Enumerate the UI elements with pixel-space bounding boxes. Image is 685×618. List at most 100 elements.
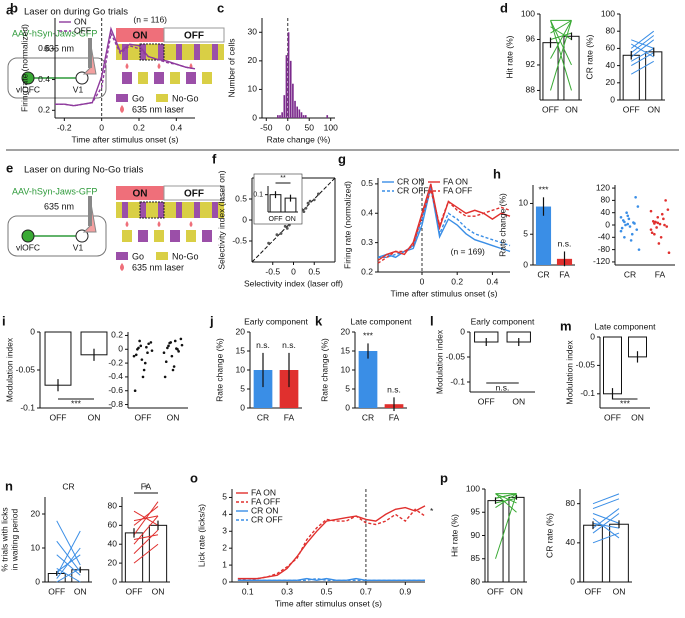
y-tick-label: 100 xyxy=(466,483,480,493)
panel-title: Laser on during Go trials xyxy=(24,7,128,18)
y-tick-label: 92 xyxy=(526,59,536,69)
data-point xyxy=(306,201,310,205)
chart-panel: 0 10 20 OFF ON CR % trials with licks in waitin… xyxy=(0,478,92,596)
y-axis-label: Rate change (%) xyxy=(214,338,224,402)
data-point xyxy=(308,199,312,203)
data-point xyxy=(177,350,180,353)
y-axis-label: in waiting period xyxy=(9,509,19,571)
bar xyxy=(148,524,168,583)
brain-outline xyxy=(7,215,107,257)
y-tick-label: 20 xyxy=(236,326,246,336)
y-tick-label: 80 xyxy=(606,25,616,35)
bar xyxy=(253,370,273,408)
laser-drop xyxy=(125,63,129,69)
y-tick-label: 3 xyxy=(222,526,227,536)
series-line xyxy=(237,508,426,582)
y-tick-label: 120 xyxy=(596,182,610,192)
histogram-bar xyxy=(283,95,286,118)
significance-label: ** xyxy=(280,175,286,182)
x-tick-label: -50 xyxy=(260,122,273,132)
x-tick-label: OFF xyxy=(50,412,67,422)
paired-line xyxy=(133,529,159,555)
y-tick-label: -0.4 xyxy=(108,371,123,381)
data-point xyxy=(287,223,291,227)
legend-nogo: No-Go xyxy=(172,93,199,103)
data-point xyxy=(171,368,175,372)
trial-stripe xyxy=(176,44,182,60)
data-point xyxy=(624,223,627,227)
y-tick-label: 95 xyxy=(471,507,481,517)
chart-panel: 0 5 10 15 20 CR FA Late component Rate change (%… xyxy=(315,313,412,422)
chart-title: Late component xyxy=(351,316,413,326)
panel-letter: f xyxy=(212,151,217,166)
y-tick-label: 0 xyxy=(570,576,575,586)
data-point xyxy=(625,211,628,214)
trial-stripe xyxy=(140,44,146,60)
data-point xyxy=(658,222,662,226)
y-tick-label: 1 xyxy=(222,559,227,569)
legend-go: Go xyxy=(132,93,144,103)
trial-stripe xyxy=(164,202,170,218)
y-tick-label: 90 xyxy=(471,530,481,540)
trial-stripe xyxy=(218,202,224,218)
y-tick-label: 20 xyxy=(31,508,41,518)
paired-line xyxy=(592,517,620,539)
data-point xyxy=(665,225,669,228)
y-tick-label: 0 xyxy=(112,576,117,586)
data-point xyxy=(163,375,167,379)
bar xyxy=(358,351,378,408)
off-label: OFF xyxy=(184,189,204,200)
trial-zoom xyxy=(154,72,164,84)
paired-line xyxy=(133,543,159,564)
sample-size-note: (n = 169) xyxy=(451,246,485,256)
v1-site xyxy=(75,229,89,243)
data-point xyxy=(304,206,308,210)
chart-title: FA xyxy=(141,481,152,491)
virus-label: AAV-hSyn-Jaws-GFP xyxy=(12,186,97,196)
y-tick-label: 80 xyxy=(566,498,576,508)
significance-label: n.s. xyxy=(387,385,401,395)
chart-panel: 0.2 0.4 0.6 -0.2 0 0.2 0.4 Time after stimulus … xyxy=(10,0,196,144)
y-tick-label: 100 xyxy=(521,8,535,18)
y-tick-label: 10 xyxy=(31,542,41,552)
chart-panel: -0.1 -0.05 0 OFF ON Late component Modulation … xyxy=(560,318,656,422)
x-tick-label: OFF xyxy=(126,586,143,596)
x-tick-label: OFF xyxy=(269,216,283,223)
paired-line xyxy=(592,498,620,510)
x-tick-label: OFF xyxy=(487,586,504,596)
data-point xyxy=(283,224,287,228)
paired-line xyxy=(495,493,517,559)
y-axis-label: Firing rate (normalized) xyxy=(19,24,29,112)
x-tick-label: CR xyxy=(362,412,374,422)
bar xyxy=(583,524,603,583)
x-tick-label: ON xyxy=(285,216,296,223)
x-tick-label: FA xyxy=(559,269,570,279)
histogram-bar xyxy=(298,109,301,118)
x-tick-label: 0 xyxy=(420,276,425,286)
data-point xyxy=(179,337,183,341)
data-point xyxy=(660,212,664,216)
x-tick-label: 0.9 xyxy=(399,586,411,596)
histogram-bar xyxy=(296,106,298,118)
x-tick-label: ON xyxy=(88,412,101,422)
y-tick-label: -0.1 xyxy=(20,402,35,412)
paired-line xyxy=(592,513,620,534)
y-tick-label: 0 xyxy=(35,576,40,586)
data-point xyxy=(634,196,637,199)
y-tick-label: 30 xyxy=(248,27,258,37)
y-tick-label: 15 xyxy=(341,345,351,355)
y-tick-label: -0.1 xyxy=(580,388,595,398)
y-axis-label: Lick rate (licks/s) xyxy=(196,504,206,567)
trial-zoom xyxy=(186,72,196,84)
data-point xyxy=(312,198,316,202)
data-point xyxy=(637,248,641,251)
trial-stripe xyxy=(170,44,176,60)
trial-zoom xyxy=(202,72,212,84)
trial-stripe xyxy=(152,44,158,60)
chart-panel: -120 -80 -40 0 40 80 120 CR FA xyxy=(593,182,675,279)
trial-zoom xyxy=(154,230,164,242)
y-tick-label: 0 xyxy=(610,94,615,104)
y-tick-label: 0 xyxy=(252,112,257,122)
x-tick-label: 0.2 xyxy=(451,276,463,286)
y-tick-label: 0.4 xyxy=(361,208,373,218)
